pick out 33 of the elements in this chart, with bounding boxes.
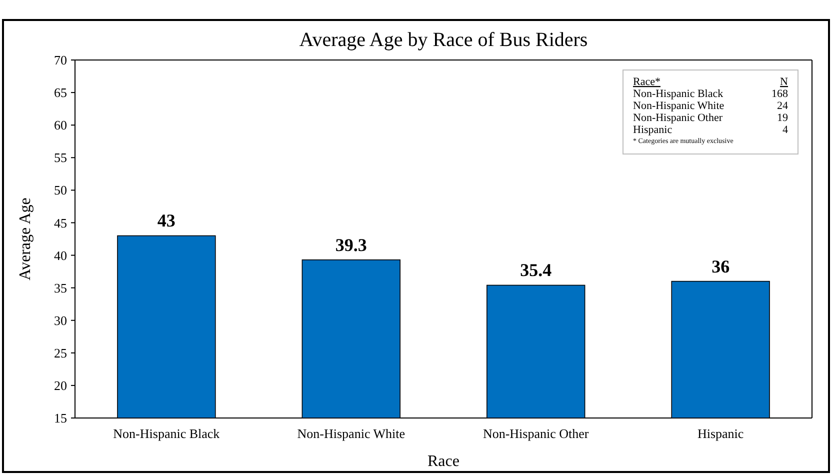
annotation: 19 [777,112,788,124]
annotation: 168 [772,88,788,100]
annotation: Hispanic [633,124,672,136]
y-tick-label: 15 [54,410,67,426]
y-tick-label: 40 [54,248,67,263]
x-axis-title: Race [428,453,460,470]
y-tick-label: 65 [54,85,67,100]
annotation: 4 [782,124,788,136]
annotation: Non-Hispanic White [633,100,724,112]
data-label: 43 [157,210,176,231]
y-tick-label: 20 [54,378,67,394]
y-tick-label: 45 [54,215,67,230]
annotation: Non-Hispanic Other [633,112,723,124]
annotation: Race* [633,76,660,88]
y-tick-label: 35 [54,280,67,296]
y-tick-label: 70 [54,52,67,68]
y-tick-label: 25 [54,345,67,360]
x-tick-label: Hispanic [697,426,744,441]
x-tick-label: Non-Hispanic White [297,426,406,441]
y-tick-label: 55 [54,150,67,166]
x-tick-label: Non-Hispanic Black [113,426,220,441]
data-label: 36 [712,256,730,276]
y-axis-title: Average Age [17,198,34,280]
annotation: Non-Hispanic Black [633,88,724,100]
data-label: 35.4 [520,260,552,280]
y-tick-label: 50 [54,182,67,198]
data-label: 39.3 [335,234,367,255]
annotation: N [780,76,788,88]
y-tick-label: 60 [54,118,67,133]
chart-title: Average Age by Race of Bus Riders [299,29,588,51]
annotation: 24 [777,100,788,112]
y-tick-label: 30 [54,312,67,328]
x-tick-label: Non-Hispanic Other [482,426,590,441]
